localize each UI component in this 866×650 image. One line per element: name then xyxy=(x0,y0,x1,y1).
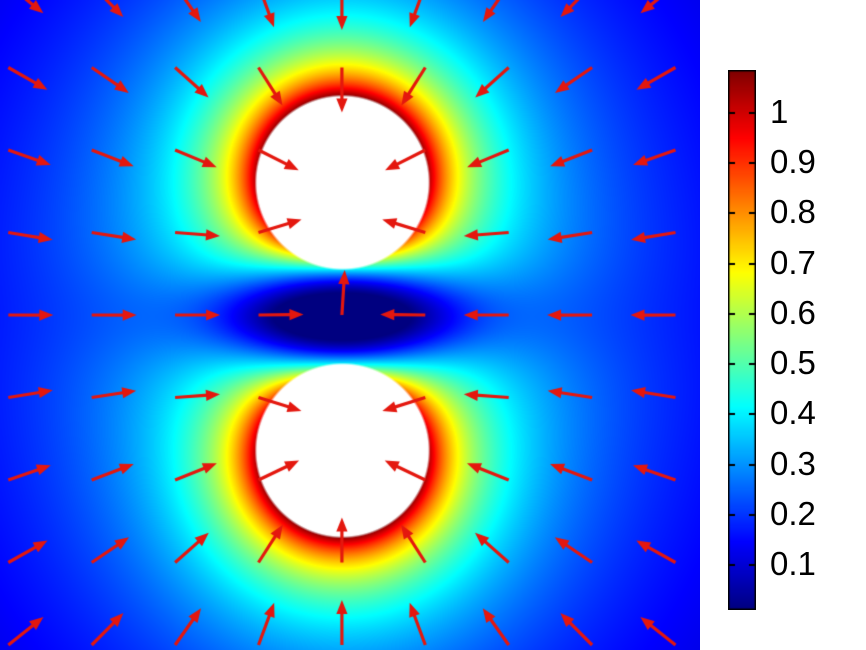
colorbar-gradient xyxy=(728,70,756,610)
colorbar-tick-label: 0.1 xyxy=(770,545,816,583)
colorbar-tick-label: 0.9 xyxy=(770,143,816,181)
colorbar-tick-label: 0.3 xyxy=(770,444,816,482)
colorbar-tick-label: 0.7 xyxy=(770,243,816,281)
colorbar-tick-label: 0.8 xyxy=(770,193,816,231)
colorbar-tick-label: 1 xyxy=(770,93,789,131)
colorbar-tick-label: 0.5 xyxy=(770,344,816,382)
colorbar-tick-label: 0.2 xyxy=(770,495,816,533)
field-heatmap-canvas xyxy=(0,0,700,650)
colorbar-tick-label: 0.6 xyxy=(770,294,816,332)
colorbar-tick-label: 0.4 xyxy=(770,394,816,432)
